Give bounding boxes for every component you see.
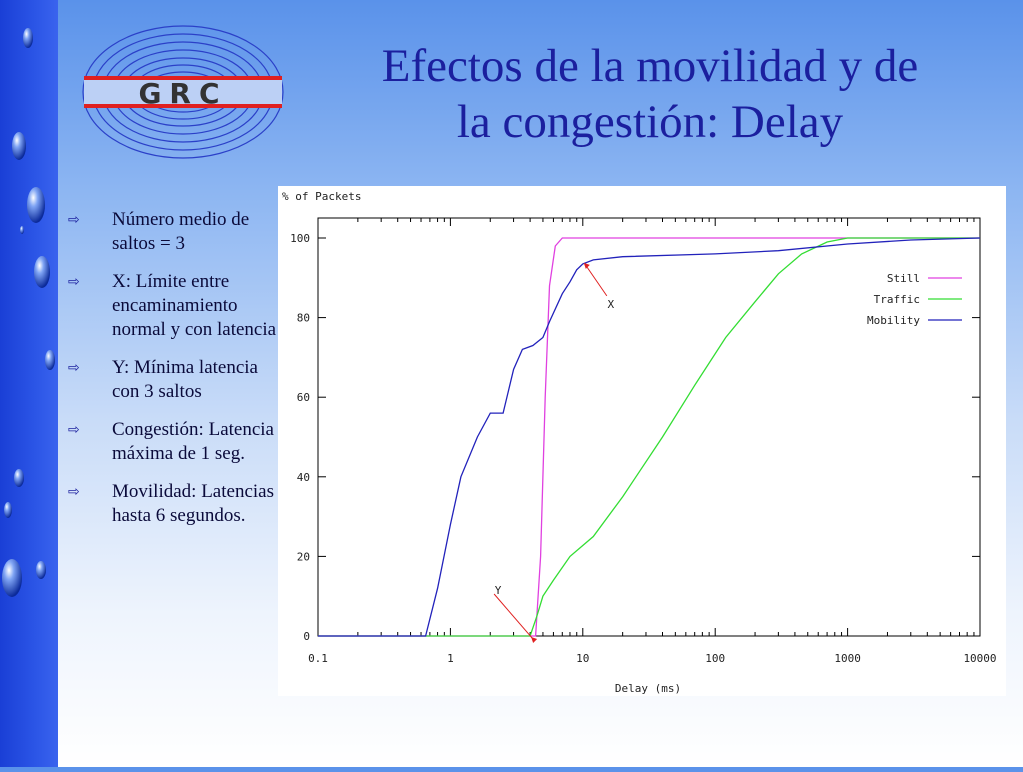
bullet-text: Congestión: Latencia máxima de 1 seg. [112,419,274,464]
legend-label: Still [887,272,920,285]
bullet-text: Movilidad: Latencias hasta 6 segundos. [112,481,274,526]
series-line-still [318,237,980,637]
x-tick-label: 10 [576,652,589,665]
bullet-list: ⇨ Número medio de saltos = 3 ⇨ X: Límite e… [68,208,280,542]
y-axis-label: % of Packets [282,190,361,203]
y-tick-label: 40 [297,471,310,484]
water-drops-decoration [2,28,55,597]
delay-chart: % of Packets Delay (ms) 0.1 1 10 100 1000 100… [278,186,1006,696]
hollow-right-arrow-icon: ⇨ [68,422,80,438]
bullet-text: Y: Mínima latencia con 3 saltos [112,357,258,402]
hollow-right-arrow-icon: ⇨ [68,274,80,290]
legend-label: Traffic [874,293,920,306]
slide-title: Efectos de la movilidad y de la congesti… [300,38,1000,150]
plot-frame [317,217,981,637]
chart-svg: % of Packets Delay (ms) 0.1 1 10 100 1000 100… [282,190,997,695]
x-tick-label: 0.1 [308,652,328,665]
y-tick-label: 0 [303,630,310,643]
annotation-label-x: X [607,298,614,311]
annotation-arrow [584,263,608,297]
y-tick-label: 100 [290,232,310,245]
x-tick-label: 1000 [834,652,861,665]
annotation-arrowhead [531,637,538,643]
y-tick-label: 20 [297,550,310,563]
annotation-arrow [493,593,533,639]
annotation-arrowhead [583,262,590,269]
bullet-item: ⇨ Número medio de saltos = 3 [68,208,280,256]
bullet-text: Número medio de saltos = 3 [112,209,250,254]
bullet-item: ⇨ Movilidad: Latencias hasta 6 segundos. [68,480,280,528]
hollow-right-arrow-icon: ⇨ [68,484,80,500]
x-axis-label: Delay (ms) [615,682,681,695]
x-tick-label: 10000 [963,652,996,665]
left-decorative-bar [0,0,58,767]
hollow-right-arrow-icon: ⇨ [68,360,80,376]
series-line-traffic [318,237,980,637]
svg-text:GRC: GRC [138,77,227,110]
bullet-item: ⇨ X: Límite entre encaminamiento normal y… [68,270,280,342]
y-tick-label: 80 [297,312,310,325]
bullet-text: X: Límite entre encaminamiento normal y … [112,271,277,340]
legend-label: Mobility [867,314,920,327]
title-line-1: Efectos de la movilidad y de [381,40,919,92]
hollow-right-arrow-icon: ⇨ [68,212,80,228]
bullet-item: ⇨ Congestión: Latencia máxima de 1 seg. [68,418,280,466]
y-tick-label: 60 [297,391,310,404]
title-line-2: la congestión: Delay [456,96,844,148]
grc-logo: GRC [78,22,288,162]
bullet-item: ⇨ Y: Mínima latencia con 3 saltos [68,356,280,404]
x-tick-label: 1 [447,652,454,665]
annotation-label-y: Y [495,584,502,597]
series-line-mobility [318,237,981,637]
x-tick-label: 100 [705,652,725,665]
